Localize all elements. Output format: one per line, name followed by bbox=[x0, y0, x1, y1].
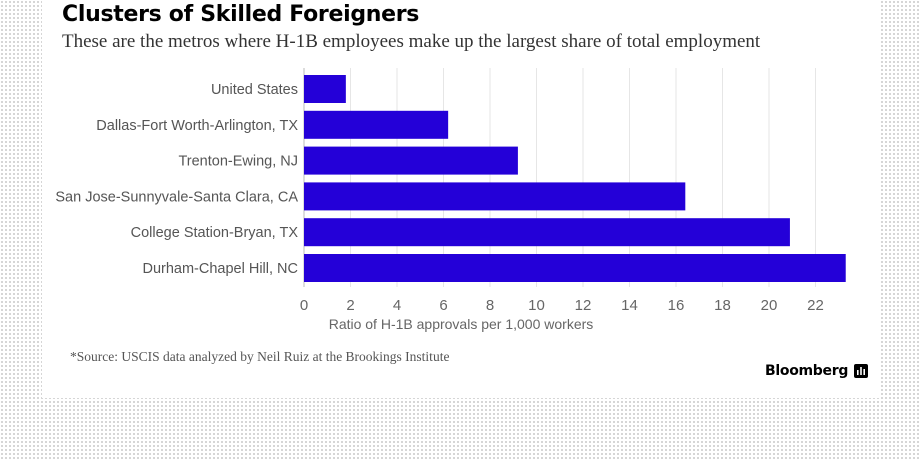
x-tick-label: 20 bbox=[761, 297, 778, 314]
category-label: United States bbox=[211, 82, 298, 98]
x-tick-label: 18 bbox=[714, 297, 731, 314]
category-label: Durham-Chapel Hill, NC bbox=[142, 261, 298, 277]
x-tick-label: 12 bbox=[575, 297, 592, 314]
bloomberg-terminal-icon bbox=[854, 364, 869, 378]
x-tick-label: 6 bbox=[439, 297, 447, 314]
chart-subtitle: These are the metros where H-1B employee… bbox=[62, 31, 761, 52]
bar bbox=[304, 218, 790, 247]
x-tick-label: 8 bbox=[486, 297, 494, 314]
category-label: College Station-Bryan, TX bbox=[131, 225, 299, 241]
x-tick-labels: 0 2 4 6 8 10 12 14 16 18 20 22 bbox=[300, 297, 824, 314]
x-tick-label: 22 bbox=[807, 297, 824, 314]
x-axis-label: Ratio of H-1B approvals per 1,000 worker… bbox=[329, 316, 594, 332]
x-tick-label: 14 bbox=[621, 297, 638, 314]
bars bbox=[304, 75, 846, 282]
bar bbox=[304, 110, 449, 139]
category-label: Dallas-Fort Worth-Arlington, TX bbox=[96, 118, 298, 134]
bar-chart: United States Dallas-Fort Worth-Arlington… bbox=[55, 68, 846, 332]
bloomberg-logo: Bloomberg bbox=[765, 363, 869, 379]
x-tick-label: 2 bbox=[346, 297, 354, 314]
category-label: Trenton-Ewing, NJ bbox=[178, 154, 298, 170]
bar bbox=[304, 182, 686, 211]
x-tick-label: 16 bbox=[668, 297, 685, 314]
source-note: *Source: USCIS data analyzed by Neil Rui… bbox=[70, 349, 450, 364]
category-labels: United States Dallas-Fort Worth-Arlington… bbox=[55, 82, 298, 277]
gridlines bbox=[303, 68, 816, 287]
x-tick-label: 10 bbox=[528, 297, 545, 314]
category-label: San Jose-Sunnyvale-Santa Clara, CA bbox=[55, 189, 298, 205]
bar bbox=[304, 146, 518, 175]
bar bbox=[304, 75, 346, 103]
brand-name: Bloomberg bbox=[765, 363, 849, 379]
chart-title: Clusters of Skilled Foreigners bbox=[62, 2, 420, 27]
bar bbox=[304, 254, 846, 282]
x-tick-label: 0 bbox=[300, 297, 308, 314]
x-tick-label: 4 bbox=[393, 297, 401, 314]
